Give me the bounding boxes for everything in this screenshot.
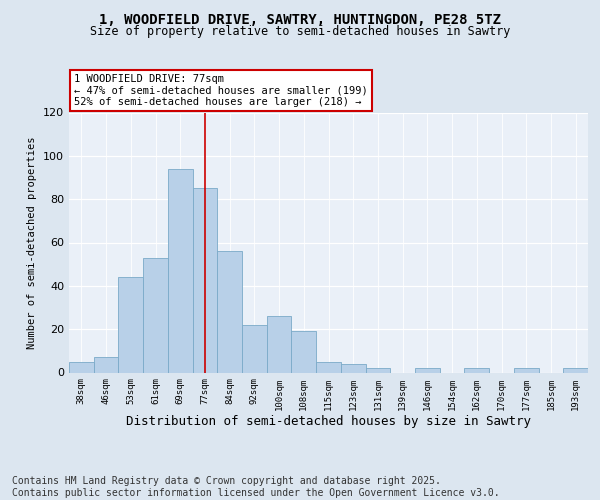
Bar [193,188,217,372]
Bar [118,277,143,372]
Text: 1 WOODFIELD DRIVE: 77sqm
← 47% of semi-detached houses are smaller (199)
52% of : 1 WOODFIELD DRIVE: 77sqm ← 47% of semi-d… [74,74,368,108]
Bar [341,364,365,372]
Text: Size of property relative to semi-detached houses in Sawtry: Size of property relative to semi-detach… [90,25,510,38]
Bar [143,258,168,372]
Bar [242,325,267,372]
Bar [217,251,242,372]
Text: Contains HM Land Registry data © Crown copyright and database right 2025.
Contai: Contains HM Land Registry data © Crown c… [12,476,500,498]
Bar [415,368,440,372]
Bar [94,358,118,372]
Text: 1, WOODFIELD DRIVE, SAWTRY, HUNTINGDON, PE28 5TZ: 1, WOODFIELD DRIVE, SAWTRY, HUNTINGDON, … [99,12,501,26]
Bar [365,368,390,372]
Y-axis label: Number of semi-detached properties: Number of semi-detached properties [28,136,37,349]
Bar [168,169,193,372]
Bar [464,368,489,372]
X-axis label: Distribution of semi-detached houses by size in Sawtry: Distribution of semi-detached houses by … [126,415,531,428]
Bar [316,362,341,372]
Bar [292,332,316,372]
Bar [514,368,539,372]
Bar [69,362,94,372]
Bar [267,316,292,372]
Bar [563,368,588,372]
